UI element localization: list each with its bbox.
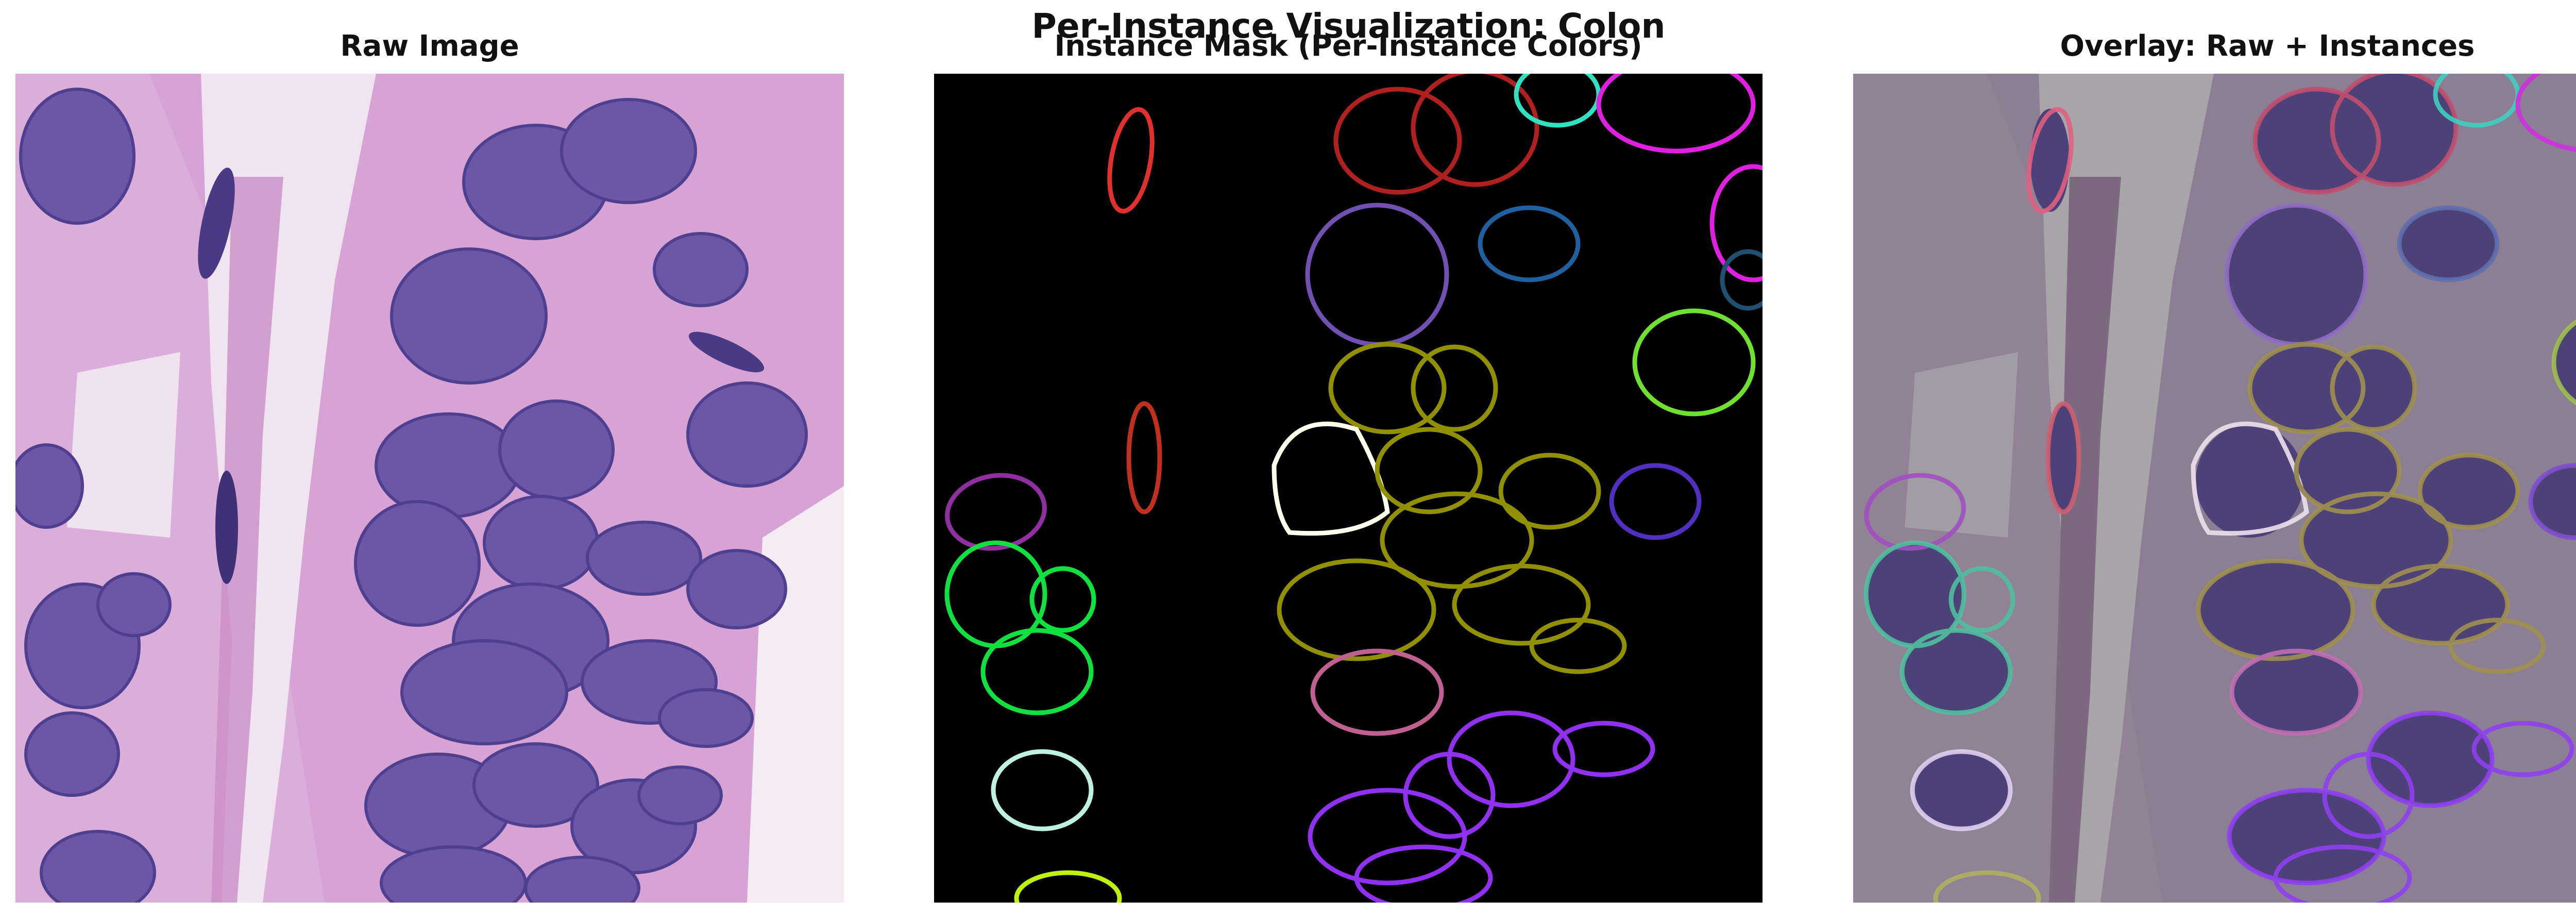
figure-title: Per-Instance Visualization: Colon bbox=[1031, 6, 1666, 46]
overlay-panel bbox=[1853, 74, 2576, 903]
raw-image-title: Raw Image bbox=[340, 29, 519, 63]
overlay-image bbox=[1853, 74, 2576, 903]
instance-mask-title: Instance Mask (Per-Instance Colors) bbox=[1054, 29, 1642, 63]
raw-image-panel bbox=[15, 74, 844, 903]
instance-mask-panel bbox=[934, 74, 1762, 903]
instance-mask-image bbox=[934, 74, 1762, 903]
overlay-title: Overlay: Raw + Instances bbox=[2060, 29, 2475, 63]
raw-histology-image bbox=[15, 74, 844, 903]
